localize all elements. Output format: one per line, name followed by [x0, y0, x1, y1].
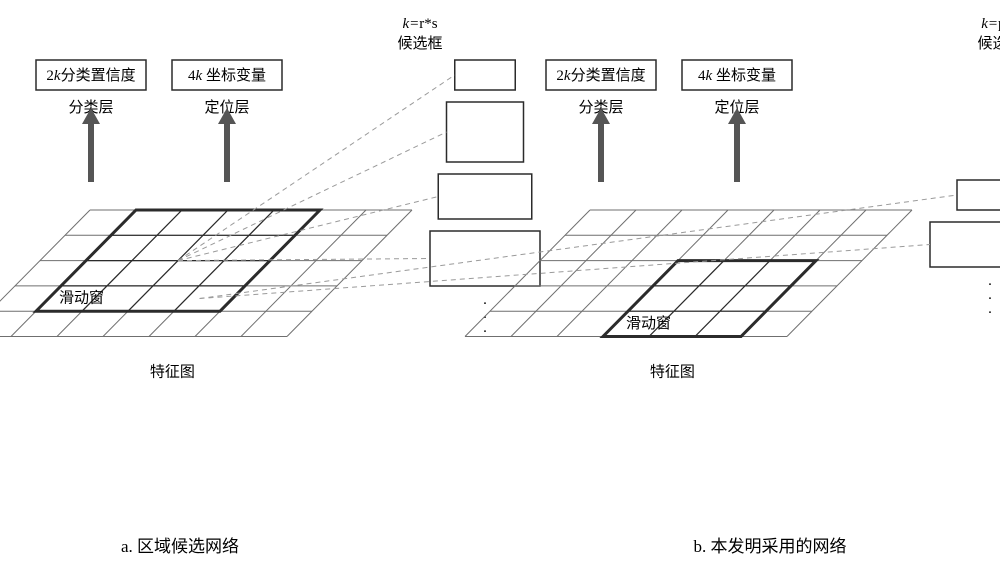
- svg-text:2k分类置信度: 2k分类置信度: [556, 67, 645, 84]
- svg-text:k=r*s: k=r*s: [402, 16, 437, 32]
- svg-text:滑动窗: 滑动窗: [59, 289, 104, 307]
- svg-text:b. 本发明采用的网络: b. 本发明采用的网络: [694, 537, 847, 556]
- svg-text:4k 坐标变量: 4k 坐标变量: [188, 67, 266, 84]
- svg-text:4k 坐标变量: 4k 坐标变量: [698, 67, 776, 84]
- svg-text:候选框: 候选框: [397, 35, 442, 52]
- svg-text:·: ·: [988, 305, 993, 321]
- svg-text:2k分类置信度: 2k分类置信度: [46, 67, 135, 84]
- svg-text:候选框: 候选框: [977, 35, 1000, 52]
- svg-text:特征图: 特征图: [150, 364, 195, 381]
- svg-text:滑动窗: 滑动窗: [626, 314, 671, 332]
- svg-text:k=p*s: k=p*s: [981, 16, 1000, 32]
- svg-text:特征图: 特征图: [650, 364, 695, 381]
- svg-text:·: ·: [483, 324, 488, 340]
- svg-text:a. 区域候选网络: a. 区域候选网络: [121, 537, 239, 556]
